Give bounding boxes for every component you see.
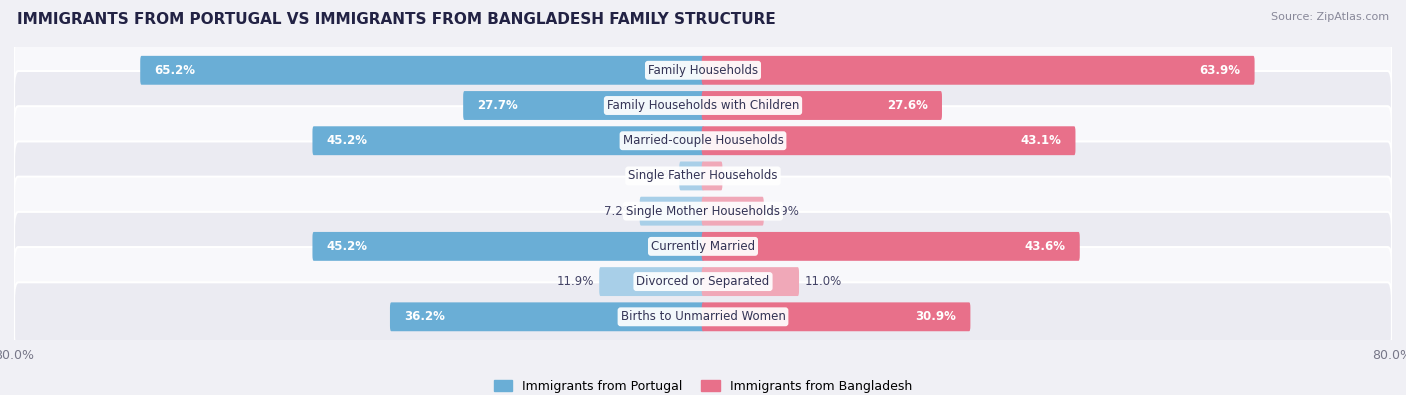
FancyBboxPatch shape (463, 91, 704, 120)
Text: Single Mother Households: Single Mother Households (626, 205, 780, 218)
FancyBboxPatch shape (702, 91, 942, 120)
Text: IMMIGRANTS FROM PORTUGAL VS IMMIGRANTS FROM BANGLADESH FAMILY STRUCTURE: IMMIGRANTS FROM PORTUGAL VS IMMIGRANTS F… (17, 12, 776, 27)
FancyBboxPatch shape (389, 302, 704, 331)
FancyBboxPatch shape (141, 56, 704, 85)
FancyBboxPatch shape (14, 36, 1392, 105)
Text: Single Father Households: Single Father Households (628, 169, 778, 182)
Text: 36.2%: 36.2% (404, 310, 446, 324)
FancyBboxPatch shape (640, 197, 704, 226)
Text: 11.9%: 11.9% (557, 275, 593, 288)
Text: 45.2%: 45.2% (326, 240, 367, 253)
Text: 43.1%: 43.1% (1021, 134, 1062, 147)
Text: Married-couple Households: Married-couple Households (623, 134, 783, 147)
Text: 63.9%: 63.9% (1199, 64, 1240, 77)
FancyBboxPatch shape (702, 232, 1080, 261)
FancyBboxPatch shape (702, 197, 763, 226)
Text: Family Households with Children: Family Households with Children (607, 99, 799, 112)
FancyBboxPatch shape (679, 162, 704, 190)
FancyBboxPatch shape (14, 282, 1392, 351)
FancyBboxPatch shape (702, 56, 1254, 85)
Text: 27.7%: 27.7% (478, 99, 519, 112)
FancyBboxPatch shape (14, 141, 1392, 211)
Text: 65.2%: 65.2% (155, 64, 195, 77)
Text: 7.2%: 7.2% (605, 205, 634, 218)
FancyBboxPatch shape (14, 106, 1392, 175)
FancyBboxPatch shape (702, 126, 1076, 155)
FancyBboxPatch shape (14, 212, 1392, 281)
Text: 45.2%: 45.2% (326, 134, 367, 147)
Legend: Immigrants from Portugal, Immigrants from Bangladesh: Immigrants from Portugal, Immigrants fro… (488, 375, 918, 395)
FancyBboxPatch shape (702, 267, 799, 296)
Text: Source: ZipAtlas.com: Source: ZipAtlas.com (1271, 12, 1389, 22)
Text: 30.9%: 30.9% (915, 310, 956, 324)
FancyBboxPatch shape (14, 71, 1392, 140)
Text: Divorced or Separated: Divorced or Separated (637, 275, 769, 288)
FancyBboxPatch shape (702, 302, 970, 331)
FancyBboxPatch shape (599, 267, 704, 296)
Text: 11.0%: 11.0% (804, 275, 842, 288)
FancyBboxPatch shape (702, 162, 723, 190)
Text: Family Households: Family Households (648, 64, 758, 77)
Text: Births to Unmarried Women: Births to Unmarried Women (620, 310, 786, 324)
FancyBboxPatch shape (312, 126, 704, 155)
FancyBboxPatch shape (14, 247, 1392, 316)
FancyBboxPatch shape (14, 177, 1392, 246)
Text: Currently Married: Currently Married (651, 240, 755, 253)
Text: 6.9%: 6.9% (769, 205, 799, 218)
Text: 27.6%: 27.6% (887, 99, 928, 112)
Text: 2.6%: 2.6% (644, 169, 673, 182)
Text: 2.1%: 2.1% (728, 169, 758, 182)
Text: 43.6%: 43.6% (1025, 240, 1066, 253)
FancyBboxPatch shape (312, 232, 704, 261)
